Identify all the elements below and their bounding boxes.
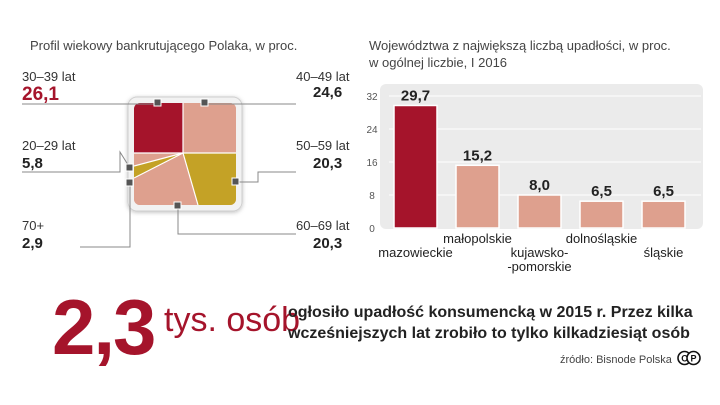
bar-value-label: 6,5 — [653, 183, 674, 200]
leader-markers — [125, 98, 240, 210]
svg-text:C: C — [681, 353, 688, 363]
segment-30-39 — [134, 103, 183, 153]
bar-value-label: 8,0 — [529, 177, 550, 194]
bar-chart-title: Województwa z największą liczbą upadłośc… — [369, 37, 671, 71]
headline-number: 2,3 — [52, 283, 156, 371]
bar — [579, 200, 624, 229]
age-label-70plus: 70+ — [22, 218, 45, 233]
headline-description: ogłosiło upadłość konsumencką w 2015 r. … — [288, 302, 693, 344]
age-value-70plus: 2,9 — [22, 235, 43, 252]
bar-value-label: 15,2 — [463, 147, 492, 164]
y-tick-label: 24 — [366, 125, 378, 136]
age-label-50-59: 50–59 lat — [296, 138, 350, 153]
headline-line2: wcześniejszych lat zrobiło to tylko kilk… — [288, 325, 690, 342]
category-label: kujawsko--pomorskie — [507, 245, 571, 274]
source-note: źródło: Bisnode Polska — [560, 354, 672, 366]
bar — [455, 164, 500, 229]
age-value-20-29: 5,8 — [22, 155, 43, 172]
segment-50-59 — [183, 153, 236, 205]
headline-line1: ogłosiło upadłość konsumencką w 2015 r. … — [288, 304, 693, 321]
bar-chart-bars: 29,7 mazowieckie 15,2 małopolskie 8,0 kujawsk… — [378, 87, 686, 274]
y-tick-label: 8 — [369, 191, 375, 202]
bar-chart-title-line2: w ogólnej liczbie, I 2016 — [369, 55, 508, 70]
age-chart-title: Profil wiekowy bankrutującego Polaka, w … — [30, 38, 298, 53]
bar-value-label: 29,7 — [401, 87, 430, 104]
segment-dividers — [134, 103, 236, 205]
age-square-chart — [22, 96, 296, 248]
age-label-40-49: 40–49 lat — [296, 69, 350, 84]
age-label-60-69: 60–69 lat — [296, 218, 350, 233]
bar — [393, 104, 438, 229]
age-label-20-29: 20–29 lat — [22, 138, 76, 153]
bar-value-label: 6,5 — [591, 183, 612, 200]
category-label: dolnośląskie — [566, 231, 638, 246]
segment-60-69 — [134, 153, 198, 205]
segment-40-49 — [183, 103, 236, 153]
bar — [641, 200, 686, 229]
age-value-50-59: 20,3 — [313, 155, 343, 172]
y-tick-label: 32 — [366, 92, 378, 103]
svg-text:P: P — [690, 353, 696, 363]
y-tick-label: 16 — [366, 158, 378, 169]
cp-logo-icon: C P — [677, 350, 701, 366]
bar — [517, 194, 562, 229]
category-label: śląskie — [644, 245, 684, 260]
age-value-60-69: 20,3 — [313, 235, 343, 252]
voivodeship-bar-chart: 0 8 16 24 32 29,7 mazowieckie 15,2 małopolskie 8… — [366, 84, 703, 274]
y-tick-label: 0 — [369, 224, 375, 235]
age-value-30-39: 26,1 — [22, 84, 59, 105]
age-value-40-49: 24,6 — [313, 84, 343, 101]
age-label-30-39: 30–39 lat — [22, 69, 76, 84]
category-label: mazowieckie — [378, 245, 452, 260]
bar-chart-title-line1: Województwa z największą liczbą upadłośc… — [369, 38, 671, 53]
headline-unit: tys. osób — [164, 301, 301, 339]
category-label: małopolskie — [443, 231, 512, 246]
